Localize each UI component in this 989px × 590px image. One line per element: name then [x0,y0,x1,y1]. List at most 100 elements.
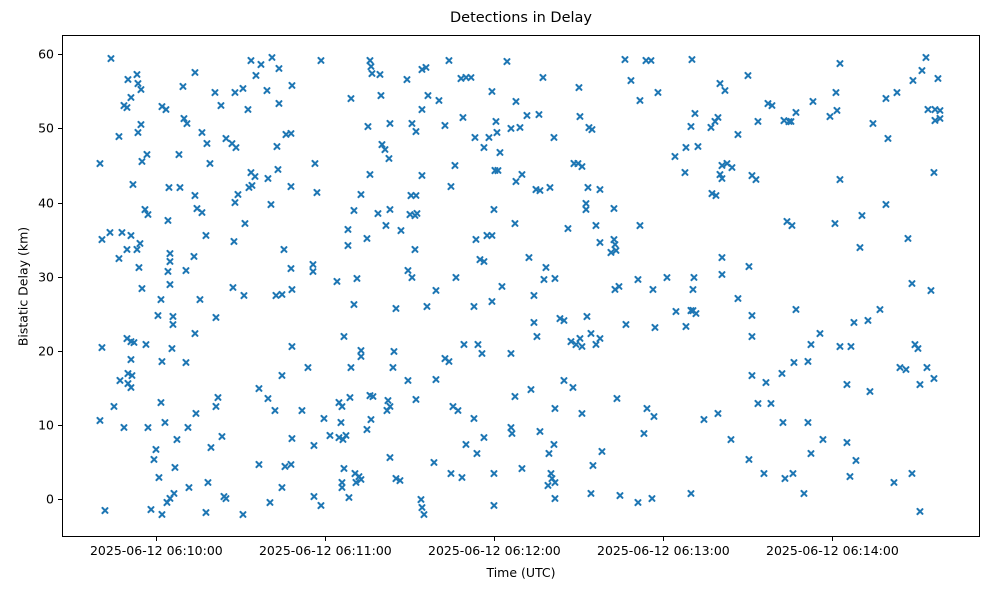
scatter-point [255,385,263,393]
scatter-point [745,262,753,270]
scatter-point [612,246,620,254]
scatter-point [381,145,389,153]
scatter-point [480,434,488,442]
scatter-point [754,117,762,125]
scatter-point [488,297,496,305]
y-tick-label: 10 [38,417,54,433]
scatter-point [781,474,789,482]
x-tick-mark [494,537,496,541]
scatter-point [245,184,253,192]
scatter-point [390,348,398,356]
scatter-point [340,332,348,340]
scatter-point [155,474,163,482]
scatter-point [365,170,373,178]
scatter-point [843,381,851,389]
scatter-point [533,332,541,340]
scatter-point [278,371,286,379]
scatter-point [195,296,203,304]
scatter-point [915,380,923,388]
scatter-point [126,383,134,391]
scatter-point [325,431,333,439]
scatter-point [511,392,519,400]
scatter-point [613,394,621,402]
scatter-point [423,302,431,310]
x-tick-label: 2025-06-12 06:10:00 [89,543,223,558]
scatter-point [287,130,295,138]
scatter-point [137,158,145,166]
scatter-point [344,242,352,250]
scatter-point [477,350,485,358]
y-tick-label: 50 [38,120,54,136]
scatter-point [133,245,141,253]
scatter-point [904,234,912,242]
scatter-point [107,55,115,63]
scatter-point [597,448,605,456]
y-tick-label: 60 [38,46,54,62]
scatter-point [175,183,183,191]
scatter-point [435,96,443,104]
scatter-point [934,74,942,82]
scatter-point [635,222,643,230]
scatter-point [411,245,419,253]
scatter-point [583,313,591,321]
scatter-point [264,394,272,402]
scatter-point [816,330,824,338]
scatter-point [845,473,853,481]
scatter-point [627,77,635,85]
scatter-point [595,185,603,193]
scatter-point [191,69,199,77]
scatter-point [212,402,220,410]
scatter-point [692,310,700,318]
scatter-point [577,409,585,417]
scatter-point [525,253,533,261]
scatter-point [882,200,890,208]
scatter-point [412,396,420,404]
scatter-point [551,405,559,413]
scatter-point [255,460,263,468]
scatter-point [352,479,360,487]
scatter-point [909,77,917,85]
scatter-point [930,374,938,382]
scatter-point [508,429,516,437]
scatter-point [344,225,352,233]
scatter-point [787,117,795,125]
scatter-point [239,510,247,518]
scatter-point [363,425,371,433]
scatter-point [490,502,498,510]
scatter-point [150,455,158,463]
scatter-point [412,191,420,199]
scatter-point [129,180,137,188]
scatter-point [494,167,502,175]
scatter-point [790,359,798,367]
scatter-point [417,172,425,180]
scatter-point [201,232,209,240]
scatter-point [120,423,128,431]
scatter-point [316,501,324,509]
scatter-point [718,175,726,183]
scatter-point [134,128,142,136]
scatter-point [472,236,480,244]
scatter-point [809,98,817,106]
scatter-point [564,225,572,233]
scatter-point [836,342,844,350]
scatter-point [690,273,698,281]
scatter-point [310,441,318,449]
scatter-point [490,205,498,213]
scatter-point [672,308,680,316]
y-tick-mark [58,425,62,427]
x-tick-mark [832,537,834,541]
scatter-point [185,483,193,491]
plot-area [62,35,980,537]
scatter-point [445,57,453,65]
scatter-point [766,400,774,408]
y-axis-label: Bistatic Delay (km) [15,226,31,347]
scatter-point [748,311,756,319]
scatter-point [734,294,742,302]
scatter-point [589,461,597,469]
scatter-point [385,205,393,213]
scatter-point [367,416,375,424]
scatter-point [751,176,759,184]
scatter-point [184,423,192,431]
scatter-point [192,409,200,417]
scatter-point [191,191,199,199]
